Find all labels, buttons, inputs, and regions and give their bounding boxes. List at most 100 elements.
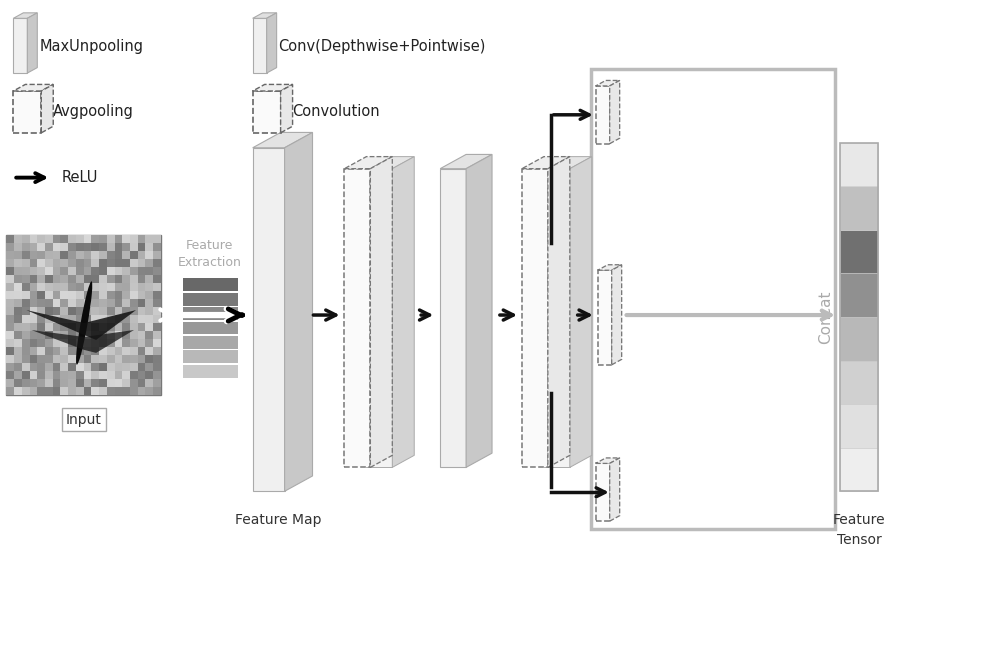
FancyBboxPatch shape [45,283,53,291]
FancyBboxPatch shape [145,252,153,259]
FancyBboxPatch shape [145,339,153,347]
FancyBboxPatch shape [84,252,91,259]
FancyBboxPatch shape [76,370,84,379]
FancyBboxPatch shape [45,291,53,299]
FancyBboxPatch shape [107,267,115,275]
FancyBboxPatch shape [30,299,37,307]
FancyBboxPatch shape [153,275,161,283]
FancyBboxPatch shape [122,355,130,363]
FancyBboxPatch shape [14,331,22,339]
FancyBboxPatch shape [91,315,99,323]
Polygon shape [610,81,620,144]
FancyBboxPatch shape [45,307,53,315]
FancyBboxPatch shape [115,299,122,307]
FancyBboxPatch shape [84,363,91,370]
FancyBboxPatch shape [840,187,878,230]
FancyBboxPatch shape [60,283,68,291]
FancyBboxPatch shape [145,267,153,275]
FancyBboxPatch shape [99,347,107,355]
FancyBboxPatch shape [138,370,145,379]
FancyBboxPatch shape [115,370,122,379]
FancyBboxPatch shape [30,283,37,291]
FancyBboxPatch shape [6,355,14,363]
FancyBboxPatch shape [45,347,53,355]
FancyBboxPatch shape [14,283,22,291]
FancyBboxPatch shape [45,275,53,283]
FancyBboxPatch shape [122,291,130,299]
FancyBboxPatch shape [53,291,60,299]
FancyBboxPatch shape [30,355,37,363]
FancyBboxPatch shape [130,283,138,291]
FancyBboxPatch shape [76,307,84,315]
FancyBboxPatch shape [183,307,238,320]
FancyBboxPatch shape [130,339,138,347]
Polygon shape [596,458,620,463]
FancyBboxPatch shape [14,370,22,379]
FancyBboxPatch shape [22,252,30,259]
FancyBboxPatch shape [37,363,45,370]
FancyBboxPatch shape [145,331,153,339]
FancyBboxPatch shape [30,291,37,299]
FancyBboxPatch shape [45,323,53,331]
FancyBboxPatch shape [130,252,138,259]
FancyBboxPatch shape [138,267,145,275]
FancyBboxPatch shape [37,339,45,347]
FancyBboxPatch shape [30,387,37,395]
FancyBboxPatch shape [76,323,84,331]
FancyBboxPatch shape [68,355,76,363]
FancyBboxPatch shape [6,299,14,307]
FancyBboxPatch shape [6,331,14,339]
FancyBboxPatch shape [153,379,161,387]
FancyBboxPatch shape [53,275,60,283]
FancyBboxPatch shape [14,267,22,275]
FancyBboxPatch shape [138,379,145,387]
FancyBboxPatch shape [6,379,14,387]
FancyBboxPatch shape [107,363,115,370]
FancyBboxPatch shape [130,267,138,275]
FancyBboxPatch shape [840,448,878,491]
FancyBboxPatch shape [145,291,153,299]
FancyBboxPatch shape [45,379,53,387]
FancyBboxPatch shape [91,243,99,252]
FancyBboxPatch shape [91,331,99,339]
Polygon shape [253,148,285,491]
FancyBboxPatch shape [122,331,130,339]
FancyBboxPatch shape [30,243,37,252]
FancyBboxPatch shape [84,307,91,315]
FancyBboxPatch shape [22,291,30,299]
FancyBboxPatch shape [138,363,145,370]
FancyBboxPatch shape [22,347,30,355]
FancyBboxPatch shape [22,235,30,243]
FancyBboxPatch shape [122,370,130,379]
FancyBboxPatch shape [115,252,122,259]
FancyBboxPatch shape [183,278,238,291]
Polygon shape [596,81,620,86]
Polygon shape [466,155,492,467]
FancyBboxPatch shape [145,283,153,291]
FancyBboxPatch shape [153,355,161,363]
FancyBboxPatch shape [122,283,130,291]
FancyBboxPatch shape [138,315,145,323]
FancyBboxPatch shape [153,315,161,323]
FancyBboxPatch shape [14,363,22,370]
FancyBboxPatch shape [30,275,37,283]
FancyBboxPatch shape [115,363,122,370]
FancyBboxPatch shape [84,235,91,243]
FancyBboxPatch shape [76,331,84,339]
FancyBboxPatch shape [107,283,115,291]
FancyBboxPatch shape [130,379,138,387]
FancyBboxPatch shape [122,299,130,307]
FancyBboxPatch shape [107,291,115,299]
FancyBboxPatch shape [53,283,60,291]
FancyBboxPatch shape [91,363,99,370]
Polygon shape [598,270,612,365]
FancyBboxPatch shape [840,317,878,361]
FancyBboxPatch shape [76,243,84,252]
FancyBboxPatch shape [145,235,153,243]
FancyBboxPatch shape [60,331,68,339]
FancyBboxPatch shape [68,339,76,347]
FancyBboxPatch shape [153,283,161,291]
FancyBboxPatch shape [53,387,60,395]
FancyBboxPatch shape [107,307,115,315]
FancyBboxPatch shape [145,370,153,379]
